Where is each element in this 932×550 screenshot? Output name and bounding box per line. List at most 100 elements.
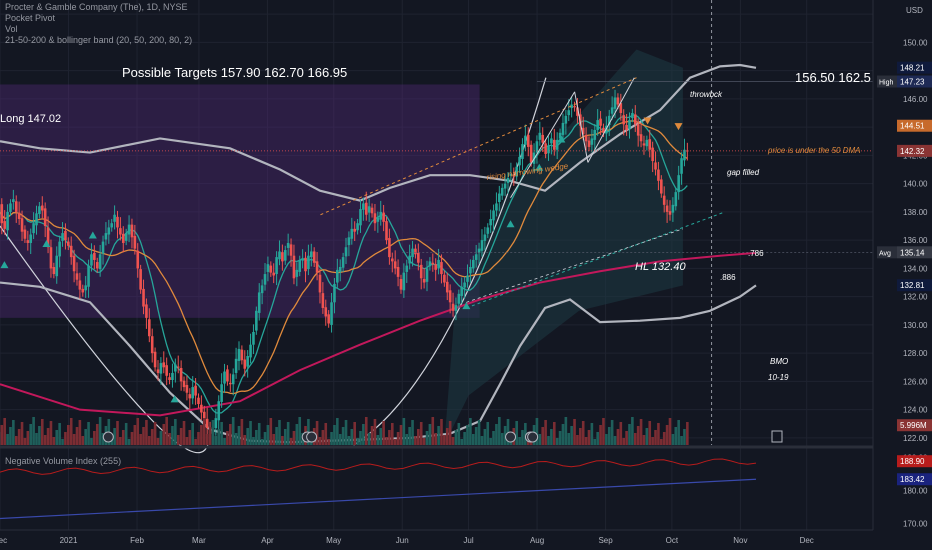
volume-bar-105 [298, 417, 302, 445]
candle-body-4 [6, 211, 9, 231]
candle-body-228 [654, 162, 657, 170]
volume-bar-90 [255, 430, 258, 445]
bmo-date-annotation: 10-19 [768, 373, 789, 382]
candle-body-123 [350, 228, 354, 239]
time-tick-10: Oct [666, 536, 679, 545]
volume-bar-161 [460, 439, 464, 445]
volume-bar-227 [651, 437, 654, 445]
candle-body-21 [55, 255, 59, 277]
volume-bar-215 [616, 429, 620, 445]
volume-bar-150 [428, 424, 432, 445]
candle-body-127 [362, 203, 365, 210]
candle-body-162 [463, 282, 466, 288]
volume-bar-41 [113, 428, 116, 445]
candle-body-35 [95, 262, 99, 269]
volume-bar-66 [185, 437, 189, 445]
volume-bar-145 [414, 436, 417, 445]
price-tick-8: 136.00 [903, 236, 928, 245]
candle-body-116 [330, 302, 333, 325]
volume-bar-135 [385, 437, 388, 445]
candle-body-101 [286, 242, 290, 248]
candle-body-114 [324, 307, 328, 317]
pocket-pivot-marker-5 [506, 220, 515, 228]
volume-bar-118 [336, 418, 339, 445]
volume-bar-205 [587, 430, 591, 445]
candle-body-66 [185, 384, 189, 393]
volume-bar-174 [498, 417, 501, 445]
volume-bar-176 [503, 426, 507, 445]
volume-bar-165 [471, 434, 475, 445]
volume-bar-88 [249, 421, 252, 445]
volume-bar-76 [214, 436, 218, 445]
candle-body-33 [90, 254, 93, 266]
candle-body-76 [214, 418, 218, 429]
gap-filled-annotation: gap filled [727, 168, 760, 177]
candle-body-113 [321, 293, 325, 308]
candle-body-131 [373, 213, 377, 224]
volume-bar-120 [341, 427, 345, 445]
volume-bar-138 [393, 439, 397, 445]
candle-body-40 [110, 223, 114, 228]
candle-body-175 [500, 187, 504, 196]
candle-body-182 [521, 144, 524, 159]
price-label-0: 148.21 [900, 64, 925, 73]
volume-bar-209 [599, 425, 602, 445]
volume-bar-71 [200, 425, 203, 445]
volume-bar-224 [642, 435, 646, 445]
volume-bar-141 [402, 418, 406, 445]
candle-body-38 [104, 233, 108, 240]
volume-bar-23 [61, 439, 64, 445]
candle-body-234 [671, 204, 675, 213]
volume-bar-4 [6, 434, 9, 445]
candle-body-191 [547, 145, 550, 154]
candle-body-139 [396, 267, 400, 277]
candle-body-215 [616, 97, 620, 105]
candle-body-148 [422, 279, 426, 283]
candle-body-15 [38, 206, 41, 215]
candle-body-129 [367, 206, 371, 213]
candle-body-204 [584, 134, 588, 142]
volume-bar-238 [683, 429, 686, 445]
volume-bar-21 [55, 430, 59, 445]
candle-body-163 [466, 275, 469, 282]
volume-bar-57 [159, 431, 163, 445]
volume-bar-27 [72, 434, 76, 445]
volume-bar-104 [295, 424, 299, 445]
volume-bar-102 [289, 438, 293, 445]
price-tick-10: 132.00 [903, 293, 928, 302]
volume-bar-89 [252, 437, 255, 445]
candle-body-157 [448, 290, 452, 303]
volume-bar-5 [9, 427, 12, 445]
volume-bar-231 [662, 432, 666, 445]
candle-body-43 [119, 228, 122, 235]
volume-bar-237 [680, 436, 683, 445]
candle-body-109 [310, 251, 313, 258]
candle-body-180 [515, 166, 518, 177]
candle-body-178 [509, 173, 513, 176]
candle-body-31 [84, 285, 87, 291]
volume-bar-220 [631, 417, 634, 445]
candle-body-102 [289, 244, 293, 256]
candle-body-28 [75, 273, 79, 280]
price-tag-bg-1 [877, 75, 897, 88]
candle-body-61 [171, 372, 174, 381]
candle-body-93 [263, 274, 267, 285]
volume-bar-18 [46, 428, 50, 445]
volume-bar-208 [596, 432, 599, 445]
volume-bar-211 [605, 434, 608, 445]
candle-body-41 [113, 214, 116, 222]
volume-bar-201 [576, 435, 579, 445]
volume-bar-236 [677, 420, 680, 445]
volume-bar-65 [182, 421, 186, 445]
candle-body-32 [87, 265, 90, 287]
candle-body-20 [52, 267, 56, 275]
volume-bar-30 [81, 436, 85, 445]
volume-bar-78 [220, 422, 223, 445]
volume-bar-113 [321, 430, 325, 445]
volume-bar-63 [176, 435, 180, 445]
candle-body-194 [555, 139, 559, 150]
candle-body-206 [590, 138, 594, 145]
candle-body-224 [642, 143, 646, 146]
volume-bar-214 [613, 436, 617, 445]
